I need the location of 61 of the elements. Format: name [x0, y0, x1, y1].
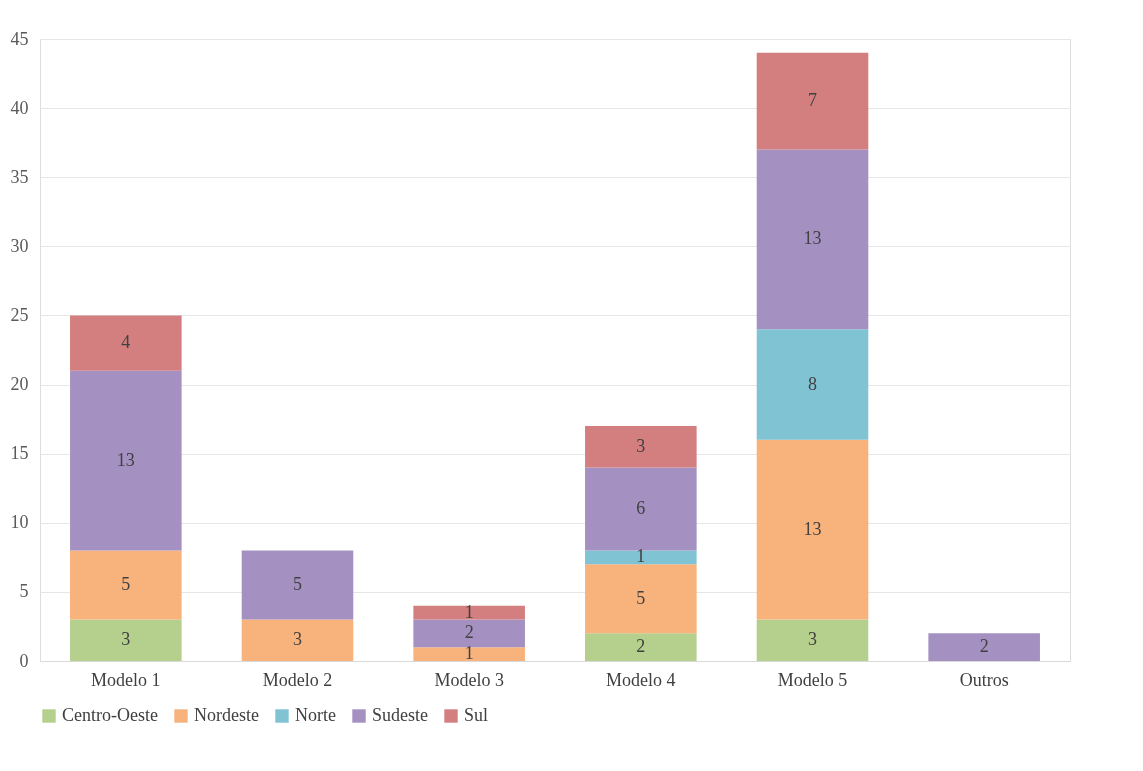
bar	[928, 633, 1040, 661]
bar	[70, 550, 182, 620]
bar	[70, 315, 182, 371]
bar	[70, 619, 182, 661]
y-tick-label: 10	[10, 512, 29, 533]
data-label: 4	[121, 332, 131, 353]
bar	[756, 149, 869, 330]
x-tick-label: Modelo 3	[434, 669, 504, 690]
bar	[756, 52, 869, 150]
data-label: 1	[464, 643, 474, 664]
data-label: 6	[636, 497, 646, 518]
y-tick-label: 25	[10, 304, 29, 325]
bar	[756, 329, 869, 440]
legend-label: Norte	[295, 705, 336, 725]
data-label: 5	[121, 573, 131, 594]
bar	[413, 605, 525, 620]
data-label: 2	[464, 622, 474, 643]
y-tick-label: 30	[10, 235, 29, 256]
y-tick-label: 40	[10, 97, 29, 118]
data-label: 13	[803, 228, 822, 249]
y-tick-label: 5	[19, 581, 29, 602]
data-label: 5	[293, 573, 302, 594]
bar	[70, 370, 182, 551]
bar	[413, 619, 525, 648]
x-tick-label: Modelo 5	[777, 669, 848, 690]
data-label: 3	[121, 629, 131, 650]
data-label: 13	[803, 518, 822, 539]
y-tick-label: 0	[19, 650, 29, 671]
y-tick-label: 35	[10, 166, 29, 187]
data-label: 1	[464, 601, 474, 622]
data-label: 2	[979, 636, 989, 657]
data-label: 3	[293, 629, 302, 650]
legend-label: Centro-Oeste	[62, 705, 158, 725]
data-label: 5	[636, 587, 646, 608]
x-tick-label: Modelo 1	[91, 669, 161, 690]
bar	[585, 426, 697, 468]
legend-label: Sudeste	[372, 705, 429, 725]
data-label: 7	[808, 90, 817, 111]
legend-label: Sul	[464, 705, 489, 725]
bar	[413, 647, 525, 661]
bar	[241, 619, 354, 661]
legend-label: Nordeste	[194, 705, 259, 725]
y-tick-label: 15	[10, 443, 29, 464]
bar	[756, 439, 869, 620]
data-label: 13	[116, 449, 135, 470]
bar	[585, 633, 697, 661]
y-tick-label: 20	[10, 374, 29, 395]
x-tick-label: Modelo 4	[606, 669, 676, 690]
data-label: 8	[808, 373, 817, 394]
y-tick-label: 45	[10, 28, 29, 49]
data-label: 2	[636, 636, 646, 657]
data-label: 3	[636, 435, 646, 456]
x-tick-label: Modelo 2	[262, 669, 333, 690]
bar	[241, 550, 354, 620]
bar	[756, 619, 869, 661]
data-label: 3	[808, 629, 817, 650]
x-tick-label: Outros	[959, 669, 1009, 690]
bar	[585, 467, 697, 551]
bar	[585, 550, 697, 565]
data-label: 1	[636, 546, 646, 567]
bar	[585, 564, 697, 634]
